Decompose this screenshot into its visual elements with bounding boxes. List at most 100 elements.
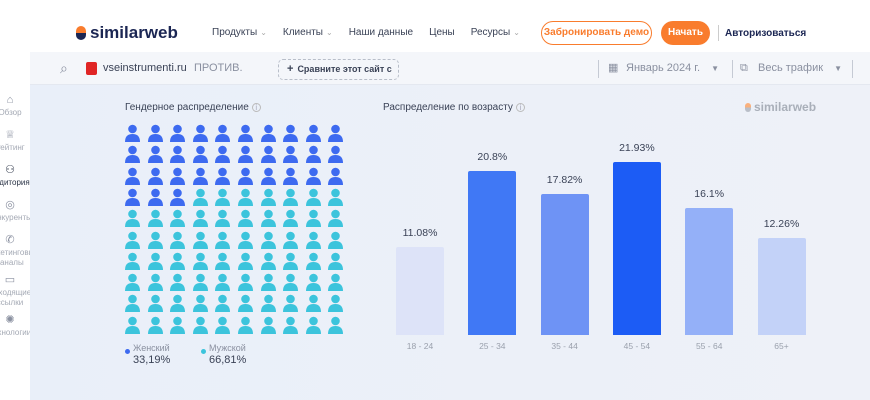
sidebar-item-2[interactable]: ⚇ Аудитория (0, 165, 40, 188)
sidebar-item-6[interactable]: ✺ Технологии (0, 315, 40, 338)
sidebar-label: Аудитория (0, 178, 30, 187)
bar-3544[interactable] (540, 194, 589, 335)
person-icon (147, 295, 163, 313)
person-icon (170, 295, 186, 313)
person-icon (305, 209, 321, 228)
bar-2534[interactable] (468, 170, 517, 335)
book-demo-button[interactable]: Забронировать демо (541, 21, 652, 45)
x-tick-label: 45 - 54 (623, 341, 651, 351)
person-icon (305, 231, 321, 249)
x-tick-label: 25 - 34 (479, 341, 506, 351)
bar-value-label: 12.26% (763, 218, 800, 231)
x-tick-label: 65+ (774, 341, 789, 351)
person-icon (260, 188, 276, 206)
search-icon[interactable]: ⌕ (60, 60, 68, 76)
sidebar-item-0[interactable]: ⌂ Обзор (0, 95, 40, 118)
traffic-select[interactable]: Весь трафик ▼ (758, 62, 843, 74)
bar-65[interactable] (757, 238, 806, 335)
bar-1824[interactable] (396, 247, 444, 335)
caret-down-icon: ▼ (834, 64, 843, 73)
legend-male: Мужской 66,81% (201, 343, 246, 366)
person-icon (283, 252, 299, 270)
nav-resources[interactable]: Ресурсы ⌄ (470, 27, 520, 38)
nav-prices[interactable]: Цены (429, 27, 455, 38)
person-icon (305, 316, 321, 334)
person-icon (192, 316, 208, 334)
nav-clients[interactable]: Клиенты ⌄ (282, 27, 333, 38)
person-icon (260, 252, 276, 270)
person-icon (170, 167, 186, 185)
person-icon (238, 124, 253, 142)
person-icon (238, 252, 253, 270)
person-icon (328, 273, 344, 292)
person-icon (260, 231, 276, 249)
person-icon (125, 124, 140, 142)
chevron-down-icon: ⌄ (260, 28, 267, 37)
sidebar-icon: ⚇ (5, 164, 15, 176)
person-icon (305, 273, 321, 292)
person-icon (305, 167, 321, 185)
person-icon (238, 231, 253, 249)
person-icon (147, 316, 163, 334)
sidebar-icon: ◎ (5, 199, 15, 211)
person-icon (238, 188, 253, 206)
sidebar: ⌂ Обзор ♕ Рейтинг ⚇ Аудитория ◎ Конкуренты ✆ Марк… (0, 85, 39, 400)
sidebar-label: Конкуренты (0, 213, 32, 222)
bar-value-label: 17.82% (546, 174, 583, 187)
person-icon (305, 295, 321, 313)
bar-4554[interactable] (612, 161, 661, 335)
login-link[interactable]: Авторизоваться (725, 28, 807, 39)
person-icon (305, 124, 321, 142)
person-icon (147, 145, 163, 164)
sidebar-item-3[interactable]: ◎ Конкуренты (0, 200, 40, 223)
person-icon (260, 295, 276, 313)
person-icon (125, 252, 140, 270)
nav-data[interactable]: Наши данные (348, 27, 414, 38)
site-name[interactable]: vseinstrumenti.ru (103, 62, 187, 74)
person-icon (238, 209, 253, 228)
x-tick-label: 35 - 44 (551, 341, 578, 351)
devices-icon: ⧉ (740, 62, 748, 74)
similarweb-watermark: similarweb (745, 100, 816, 114)
info-icon[interactable]: i (251, 103, 261, 112)
person-icon (305, 145, 321, 164)
bar-5564[interactable] (685, 207, 734, 335)
sidebar-label: Технологии (0, 328, 32, 337)
bar-value-label: 21.93% (619, 141, 655, 154)
person-icon (328, 316, 344, 334)
sidebar-item-5[interactable]: ▭ Исходящие ссылки (0, 275, 40, 308)
nav-products[interactable]: Продукты ⌄ (212, 27, 267, 38)
sidebar-label: Маркетинговые каналы (0, 248, 39, 267)
person-icon (215, 124, 231, 142)
person-icon (283, 273, 299, 292)
person-icon (283, 316, 299, 334)
compare-site-button[interactable]: + Сравните этот сайт с (278, 59, 399, 80)
divider (718, 25, 719, 41)
person-icon (215, 145, 231, 164)
sidebar-icon: ▭ (4, 274, 16, 286)
person-icon (170, 252, 186, 270)
person-icon (147, 273, 163, 292)
person-icon (147, 188, 163, 206)
person-icon (125, 295, 140, 313)
person-icon (147, 231, 163, 249)
info-icon[interactable]: i (515, 103, 525, 112)
person-icon (192, 209, 208, 228)
person-icon (328, 231, 344, 249)
person-icon (328, 124, 344, 142)
similarweb-logo[interactable]: similarweb (76, 23, 178, 43)
bar-value-label: 20.8% (477, 150, 508, 163)
bar-value-label: 11.08% (402, 227, 438, 240)
person-icon (125, 145, 140, 164)
person-icon (215, 188, 231, 206)
sidebar-item-1[interactable]: ♕ Рейтинг (0, 130, 40, 153)
person-icon (170, 145, 186, 164)
start-button[interactable]: Начать (661, 21, 710, 45)
person-icon (125, 167, 140, 185)
x-tick-label: 18 - 24 (406, 341, 434, 351)
site-toolbar: ⌕ vseinstrumenti.ru ПРОТИВ. + Сравните эт… (30, 52, 870, 85)
person-icon (260, 167, 276, 185)
sidebar-item-4[interactable]: ✆ Маркетинговые каналы (0, 235, 40, 268)
date-select[interactable]: Январь 2024 г. ▼ (626, 62, 719, 74)
x-tick-label: 55 - 64 (695, 341, 723, 351)
